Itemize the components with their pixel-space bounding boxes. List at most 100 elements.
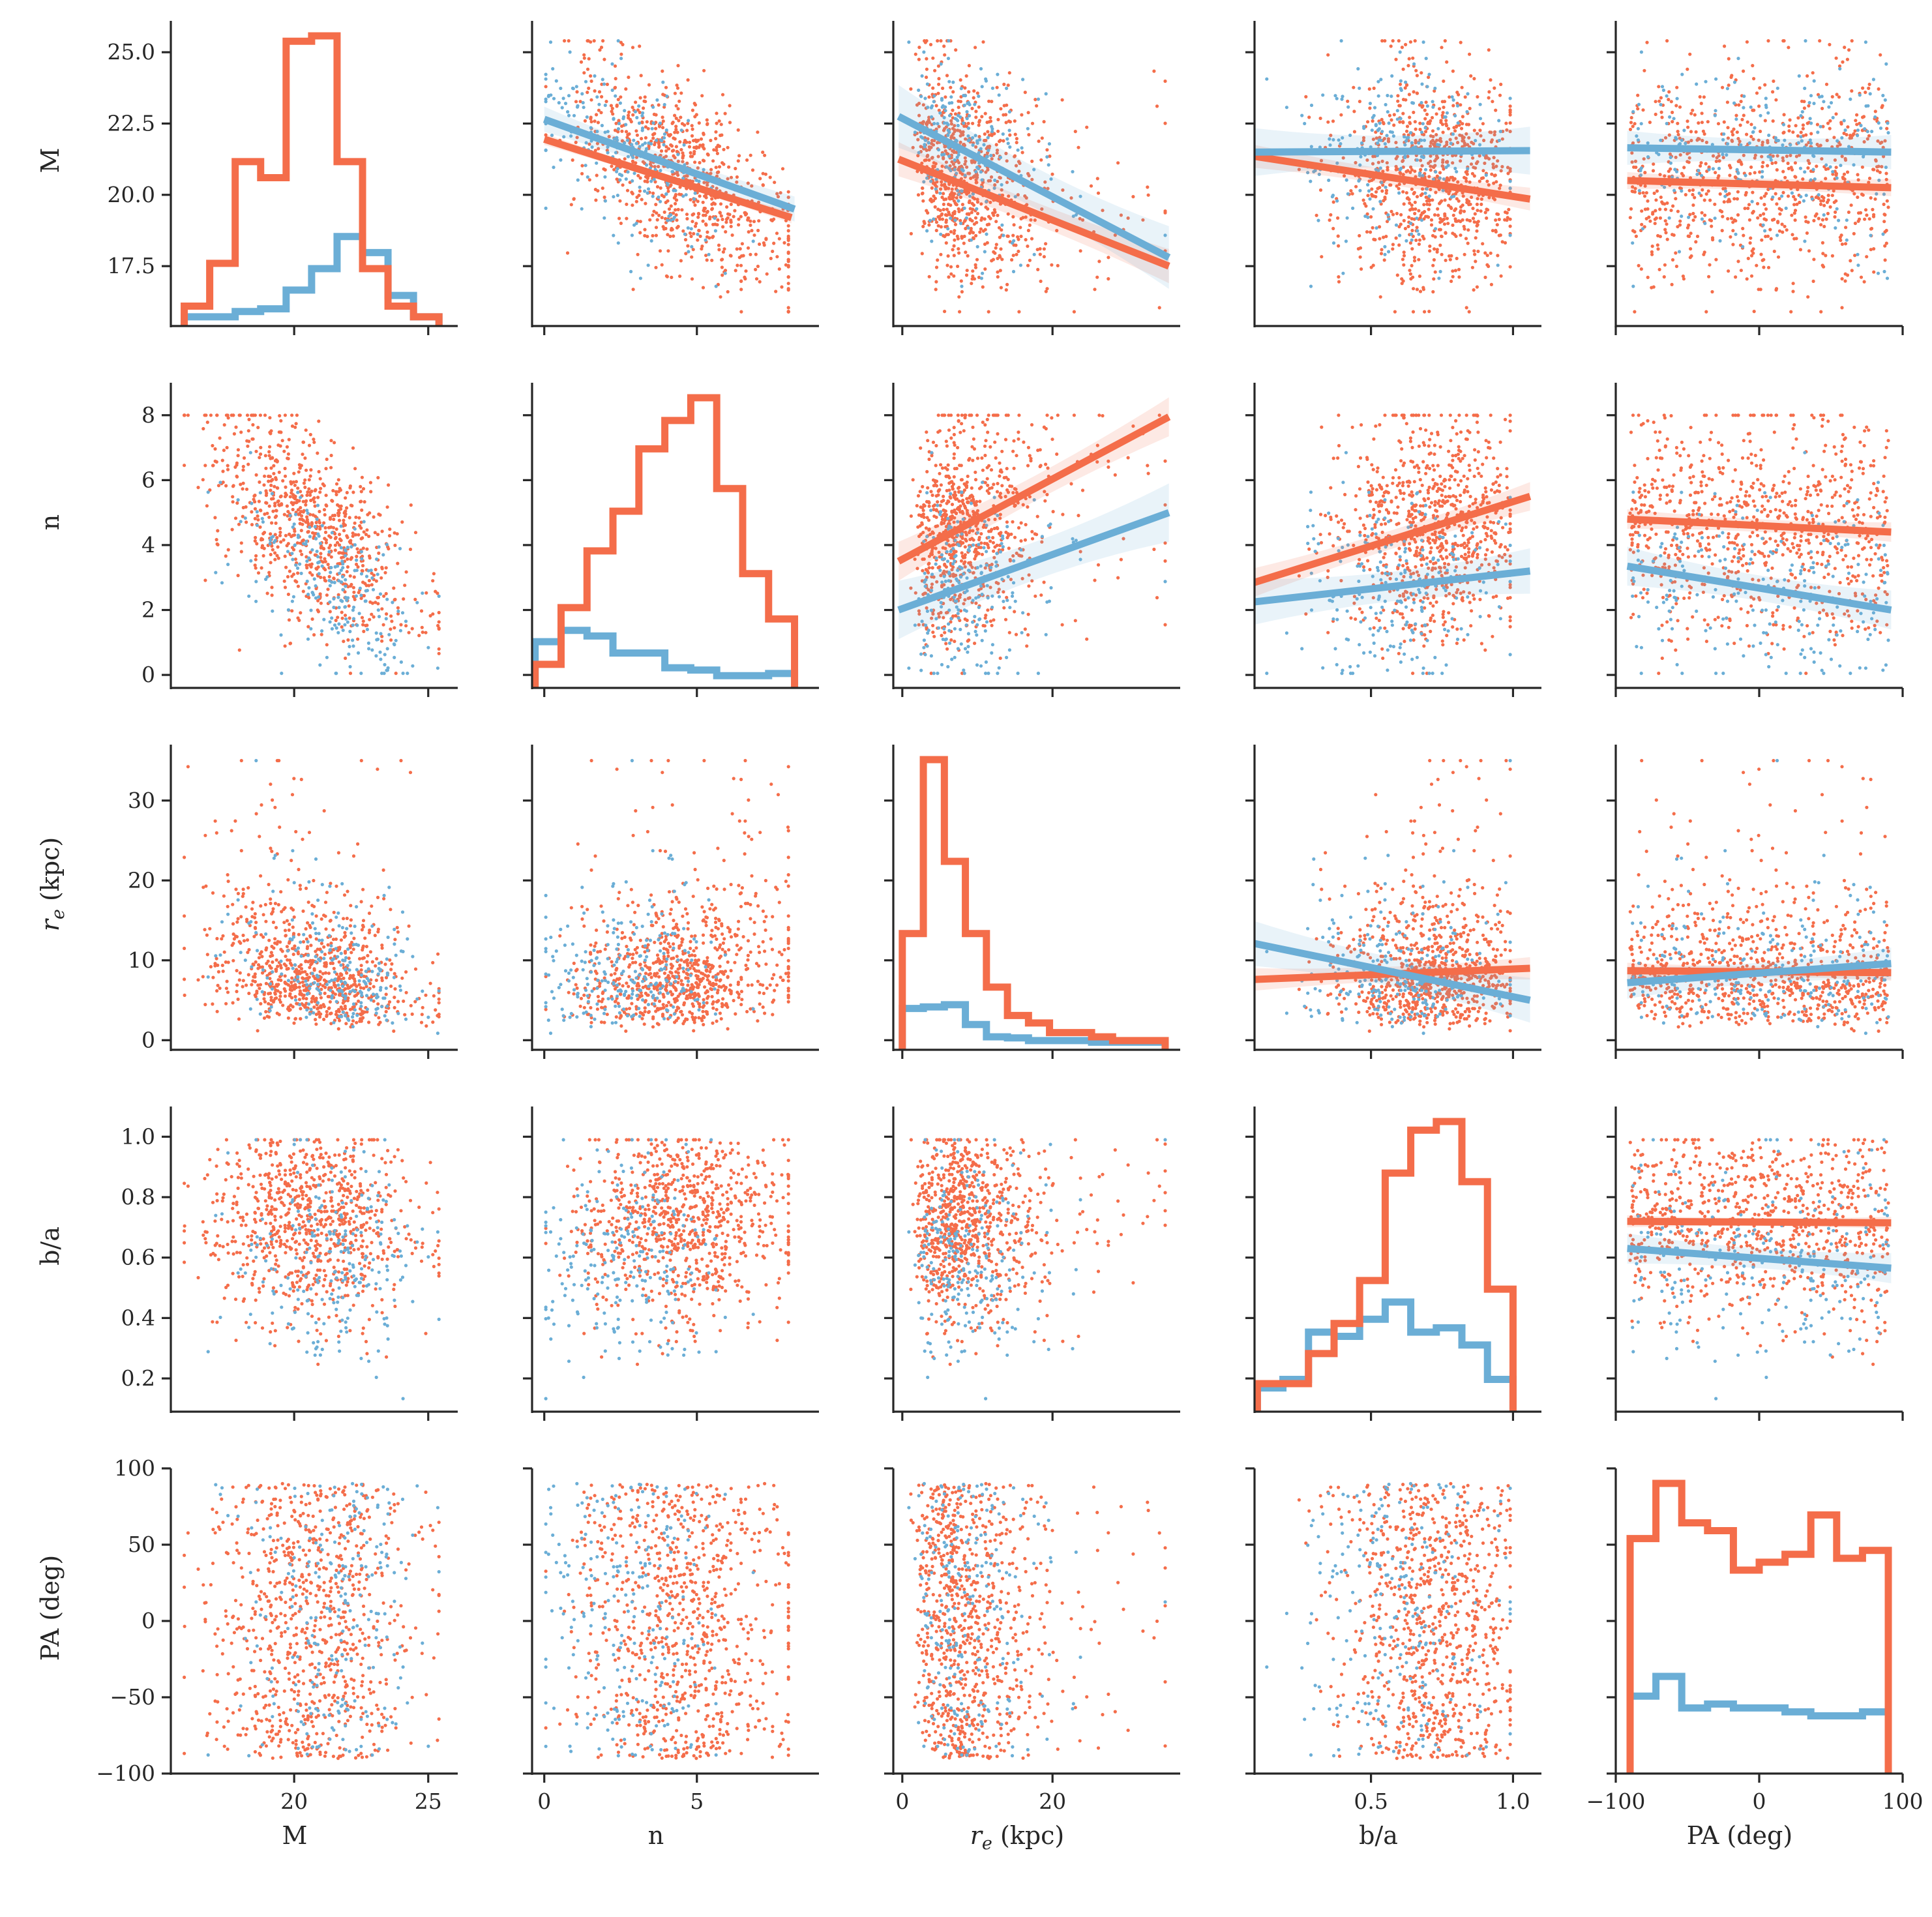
scatter-point [971, 275, 975, 278]
scatter-point [936, 122, 940, 126]
scatter-point [1419, 138, 1423, 142]
scatter-point [1020, 151, 1024, 155]
scatter-point [651, 191, 655, 195]
scatter-point [786, 224, 790, 228]
scatter-point [1447, 192, 1451, 196]
scatter-point [732, 215, 736, 218]
scatter-point [216, 529, 220, 533]
scatter-point [758, 177, 762, 181]
scatter-point [1423, 210, 1427, 214]
scatter-point [938, 111, 942, 115]
scatter-point [1694, 240, 1698, 244]
scatter-point [626, 133, 630, 137]
scatter-series-1 [183, 413, 441, 676]
scatter-point [263, 454, 267, 458]
scatter-point [308, 474, 312, 478]
scatter-point [1824, 177, 1828, 181]
scatter-point [305, 518, 309, 522]
scatter-point [1762, 194, 1766, 198]
scatter-point [685, 161, 689, 165]
scatter-point [1401, 173, 1405, 177]
scatter-point [617, 121, 621, 126]
scatter-point [676, 171, 679, 175]
scatter-point [1628, 216, 1632, 220]
scatter-point [1755, 263, 1759, 267]
scatter-point [599, 46, 604, 50]
scatter-point [1394, 236, 1398, 240]
scatter-point [660, 263, 664, 267]
scatter-point [956, 113, 960, 117]
scatter-point [1714, 171, 1717, 175]
scatter-point [1385, 220, 1390, 224]
scatter-point [1442, 79, 1446, 83]
scatter-point [634, 141, 638, 145]
scatter-point [265, 501, 269, 505]
scatter-point [1451, 69, 1455, 73]
scatter-point [322, 547, 326, 551]
scatter-point [644, 136, 648, 140]
scatter-point [1717, 166, 1721, 170]
scatter-point [270, 586, 274, 589]
scatter-point [1328, 143, 1332, 147]
scatter-point [316, 599, 320, 602]
scatter-point [393, 626, 396, 630]
scatter-point [1361, 136, 1366, 140]
scatter-point [1492, 181, 1496, 185]
scatter-point [297, 470, 301, 474]
scatter-point [1668, 115, 1672, 119]
scatter-point [1695, 234, 1700, 239]
scatter-point [370, 612, 374, 616]
scatter-point [1470, 140, 1474, 144]
scatter-point [1774, 287, 1779, 291]
scatter-point [437, 651, 441, 655]
scatter-point [1433, 89, 1436, 93]
scatter-point [1410, 238, 1414, 242]
scatter-point [994, 243, 998, 246]
scatter-point [1018, 226, 1022, 230]
scatter-point [1877, 121, 1880, 125]
scatter-point [1659, 102, 1663, 107]
scatter-point [1029, 218, 1033, 222]
scatter-point [319, 486, 323, 490]
scatter-point [1882, 269, 1886, 274]
scatter-point [625, 202, 629, 206]
scatter-point [1454, 125, 1458, 129]
scatter-point [690, 134, 694, 138]
scatter-point [1726, 136, 1730, 140]
scatter-point [986, 168, 990, 172]
scatter-point [1008, 133, 1012, 137]
scatter-point [1856, 134, 1860, 138]
scatter-point [257, 499, 261, 503]
scatter-point [1734, 275, 1738, 279]
scatter-point [273, 501, 277, 505]
scatter-point [1141, 218, 1145, 222]
scatter-point [226, 464, 230, 468]
scatter-point [659, 149, 664, 153]
scatter-point [1485, 179, 1489, 183]
scatter-point [786, 263, 790, 267]
scatter-point [1005, 181, 1009, 185]
scatter-point [1000, 258, 1004, 261]
scatter-point [292, 471, 296, 475]
scatter-point [544, 206, 548, 210]
scatter-point [941, 86, 945, 90]
scatter-point [943, 53, 947, 57]
scatter-point [1441, 158, 1445, 162]
scatter-point [1776, 86, 1779, 90]
scatter-point [1374, 190, 1378, 194]
scatter-point [610, 164, 614, 168]
scatter-point [592, 39, 596, 43]
scatter-point [1781, 131, 1785, 135]
scatter-point [1413, 120, 1417, 124]
scatter-point [1398, 50, 1402, 54]
scatter-point [1633, 310, 1637, 314]
scatter-point [643, 95, 647, 99]
scatter-point [1799, 113, 1803, 118]
scatter-point [603, 130, 607, 134]
scatter-point [1790, 213, 1794, 217]
scatter-point [1865, 137, 1869, 141]
scatter-point [1834, 173, 1838, 177]
scatter-point [1873, 110, 1877, 113]
scatter-point [1358, 255, 1362, 259]
scatter-point [962, 103, 966, 108]
